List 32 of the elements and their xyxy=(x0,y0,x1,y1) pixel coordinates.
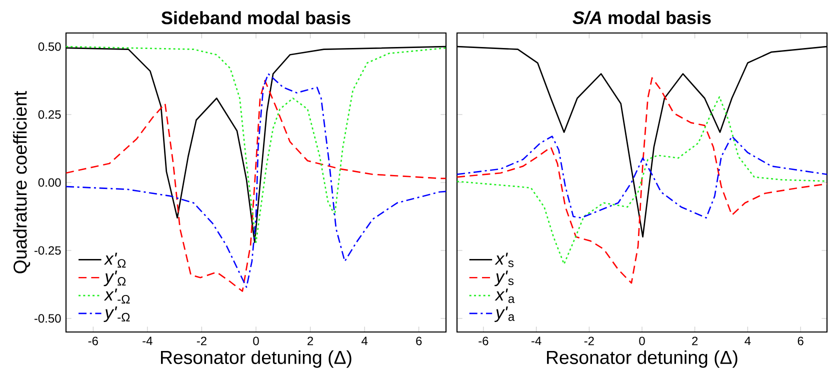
legend-label: x'$_{a}$ xyxy=(494,288,515,304)
x-tick-label: -6 xyxy=(478,336,488,346)
legend-label: y'$_{a}$ xyxy=(494,306,515,322)
legend-label: x'$_{-Ω}$ xyxy=(104,288,130,304)
legend-label: y'$_{s}$ xyxy=(494,270,514,286)
x-tick-label: 6 xyxy=(416,336,422,346)
chart-title: S/A modal basis xyxy=(572,10,711,24)
x-tick-label: 0 xyxy=(253,336,259,346)
x-axis-title: Resonator detuning (Δ) xyxy=(161,350,352,368)
x-axis-title: Resonator detuning (Δ) xyxy=(547,350,738,368)
x-tick-label: 4 xyxy=(744,336,751,345)
x-tick-label: -2 xyxy=(196,336,206,346)
y-tick-label: 0.00 xyxy=(38,178,61,187)
legend-label: y'$_{Ω}$ xyxy=(104,270,126,286)
x-tick-label: 2 xyxy=(692,336,698,346)
legend-label: y'$_{-Ω}$ xyxy=(104,306,130,322)
x-tick-label: -6 xyxy=(88,336,98,346)
y-tick-label: 0.25 xyxy=(38,110,61,119)
chart-title: Sideband modal basis xyxy=(162,11,350,24)
x-tick-label: -4 xyxy=(532,336,542,345)
x-tick-label: 2 xyxy=(308,336,314,346)
x-tick-label: -2 xyxy=(584,336,594,346)
x-tick-label: 6 xyxy=(798,336,804,346)
y-tick-label: -0.50 xyxy=(34,314,61,323)
y-tick-label: 0.50 xyxy=(38,42,61,51)
legend-label: x'$_{s}$ xyxy=(494,252,514,268)
y-tick-label: -0.25 xyxy=(34,246,61,255)
x-tick-label: 4 xyxy=(362,336,368,345)
x-tick-label: -4 xyxy=(142,336,152,345)
x-tick-label: 0 xyxy=(639,336,645,346)
y-axis-title: Quadrature coefficient xyxy=(13,90,30,274)
legend-label: x'$_{Ω}$ xyxy=(104,252,126,268)
